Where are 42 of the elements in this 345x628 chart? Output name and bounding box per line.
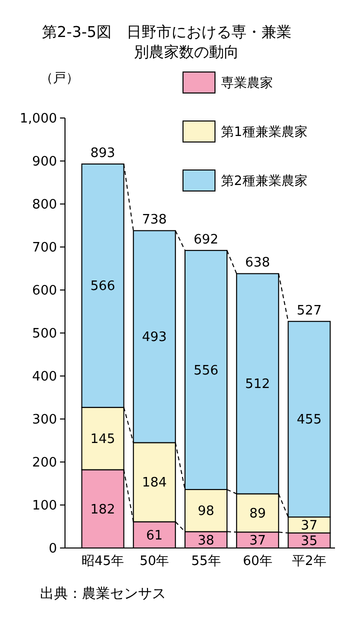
data-label: 98 — [198, 504, 214, 520]
y-tick-label: 600 — [32, 284, 57, 298]
total-label: 638 — [245, 256, 270, 271]
y-tick-label: 400 — [32, 370, 57, 384]
y-tick-label: 100 — [32, 498, 57, 514]
x-tick-label: 50年 — [140, 554, 170, 569]
total-label: 527 — [296, 303, 322, 318]
total-label: 692 — [194, 232, 218, 248]
data-label: 556 — [194, 363, 218, 378]
data-label: 38 — [198, 533, 214, 548]
chart-title: 第2-3-5図 日野市における専・兼業別農家数の動向 — [42, 22, 292, 62]
data-label: 89 — [249, 506, 266, 522]
y-tick-label: 0 — [48, 542, 57, 556]
data-label: 37 — [300, 518, 318, 534]
data-label: 61 — [146, 528, 163, 544]
x-tick-label: 昭45年 — [82, 554, 124, 569]
y-tick-label: 1,000 — [20, 112, 57, 126]
data-label: 182 — [90, 502, 116, 518]
data-label: 145 — [90, 432, 116, 448]
data-label: 455 — [296, 412, 322, 428]
data-label: 37 — [249, 534, 266, 549]
y-tick-label: 500 — [32, 326, 57, 342]
y-tick-label: 200 — [32, 456, 57, 470]
total-label: 738 — [142, 212, 167, 228]
legend-label: 第2種兼業農家 — [221, 173, 308, 189]
legend-label: 専業農家 — [221, 75, 273, 91]
x-tick-label: 60年 — [242, 554, 272, 569]
total-label: 893 — [90, 146, 116, 162]
data-label: 493 — [142, 330, 167, 346]
y-tick-label: 900 — [32, 154, 57, 170]
legend-label: 第1種兼業農家 — [221, 124, 308, 140]
data-label: 184 — [142, 476, 167, 491]
x-tick-label: 55年 — [191, 554, 221, 569]
y-tick-label: 800 — [32, 198, 57, 212]
data-label: 566 — [90, 279, 116, 294]
data-label: 35 — [300, 534, 318, 549]
y-axis-title: （戸） — [40, 71, 79, 86]
y-tick-label: 300 — [32, 412, 57, 428]
y-tick-label: 700 — [32, 240, 57, 256]
source-note: 出典：農業センサス — [40, 585, 166, 603]
x-tick-label: 平2年 — [292, 554, 326, 569]
data-label: 512 — [245, 377, 270, 392]
